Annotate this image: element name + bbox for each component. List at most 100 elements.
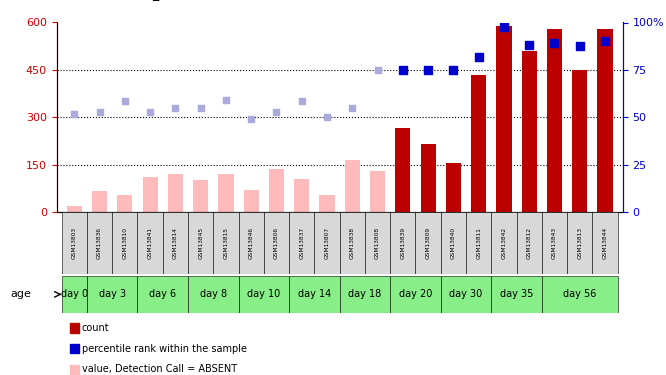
Text: day 30: day 30 <box>450 290 483 299</box>
Bar <box>390 276 441 313</box>
Text: GSM13844: GSM13844 <box>603 227 607 259</box>
Bar <box>547 29 562 212</box>
Bar <box>314 212 340 274</box>
Bar <box>238 212 264 274</box>
Bar <box>62 276 87 313</box>
Bar <box>87 212 112 274</box>
Bar <box>137 212 163 274</box>
Point <box>95 110 105 116</box>
Text: GSM13803: GSM13803 <box>72 227 77 259</box>
Point <box>549 40 560 46</box>
Bar <box>446 163 461 212</box>
Text: percentile rank within the sample: percentile rank within the sample <box>82 344 247 354</box>
Bar <box>496 26 511 212</box>
Bar <box>597 29 613 212</box>
Text: GSM13840: GSM13840 <box>451 227 456 259</box>
Bar <box>213 212 238 274</box>
Bar <box>269 169 284 212</box>
Text: day 14: day 14 <box>298 290 331 299</box>
Bar <box>244 190 259 212</box>
Point <box>220 97 231 103</box>
Text: GSM13838: GSM13838 <box>350 227 355 259</box>
Bar <box>87 276 137 313</box>
Text: GSM13815: GSM13815 <box>223 227 228 259</box>
Point <box>599 39 610 45</box>
Text: GSM13808: GSM13808 <box>375 227 380 259</box>
Point <box>145 110 155 116</box>
Text: day 6: day 6 <box>149 290 176 299</box>
Bar <box>218 174 234 212</box>
Text: age: age <box>10 290 31 299</box>
Point <box>474 54 484 60</box>
Bar <box>112 212 137 274</box>
Text: GSM13806: GSM13806 <box>274 227 279 259</box>
Point <box>423 67 434 73</box>
Text: GSM13837: GSM13837 <box>299 227 304 259</box>
Bar <box>492 212 517 274</box>
Text: GSM13843: GSM13843 <box>552 227 557 259</box>
Text: day 18: day 18 <box>348 290 382 299</box>
Point <box>499 24 509 30</box>
Bar <box>416 212 441 274</box>
Point <box>448 67 459 73</box>
Text: GSM13836: GSM13836 <box>97 227 102 259</box>
Point <box>322 114 332 120</box>
Bar <box>471 75 486 212</box>
Bar <box>542 212 567 274</box>
Bar <box>572 70 587 212</box>
Bar <box>370 171 385 212</box>
Text: GSM13809: GSM13809 <box>426 227 431 259</box>
Bar <box>320 195 334 212</box>
Point <box>69 111 80 117</box>
Bar <box>395 128 410 212</box>
Text: day 0: day 0 <box>61 290 88 299</box>
Point <box>347 105 358 111</box>
Bar <box>466 212 492 274</box>
Bar <box>67 206 82 212</box>
Point <box>372 67 383 73</box>
Bar <box>390 212 416 274</box>
Text: GSM13839: GSM13839 <box>400 227 406 259</box>
Bar <box>238 276 289 313</box>
Bar <box>517 212 542 274</box>
Bar <box>365 212 390 274</box>
Text: GSM13810: GSM13810 <box>123 227 127 259</box>
Bar <box>193 180 208 212</box>
Text: GSM13813: GSM13813 <box>577 227 582 259</box>
Bar <box>163 212 188 274</box>
Text: GSM13814: GSM13814 <box>173 227 178 259</box>
Text: GSM13841: GSM13841 <box>148 227 153 259</box>
Text: day 10: day 10 <box>247 290 280 299</box>
Bar <box>62 212 87 274</box>
Text: GSM13845: GSM13845 <box>198 227 203 259</box>
Bar <box>188 212 213 274</box>
Point <box>296 98 307 104</box>
Text: day 20: day 20 <box>399 290 432 299</box>
Point <box>398 67 408 73</box>
Bar <box>168 174 183 212</box>
Point <box>574 43 585 49</box>
Bar <box>420 144 436 212</box>
Text: GSM13811: GSM13811 <box>476 227 481 259</box>
Bar <box>592 212 617 274</box>
Bar <box>567 212 592 274</box>
Bar <box>492 276 542 313</box>
Bar <box>188 276 238 313</box>
Bar <box>294 179 309 212</box>
Text: value, Detection Call = ABSENT: value, Detection Call = ABSENT <box>82 364 237 374</box>
Bar <box>289 276 340 313</box>
Point <box>119 98 130 104</box>
Point <box>246 116 256 122</box>
Bar <box>92 191 107 212</box>
Text: count: count <box>82 323 109 333</box>
Bar <box>117 195 133 212</box>
Point <box>524 42 535 48</box>
Text: GSM13807: GSM13807 <box>324 227 330 259</box>
Bar <box>441 212 466 274</box>
Bar <box>441 276 492 313</box>
Text: day 35: day 35 <box>500 290 533 299</box>
Text: GSM13842: GSM13842 <box>501 227 506 259</box>
Bar <box>289 212 314 274</box>
Text: GSM13812: GSM13812 <box>527 227 531 259</box>
Bar <box>143 177 158 212</box>
